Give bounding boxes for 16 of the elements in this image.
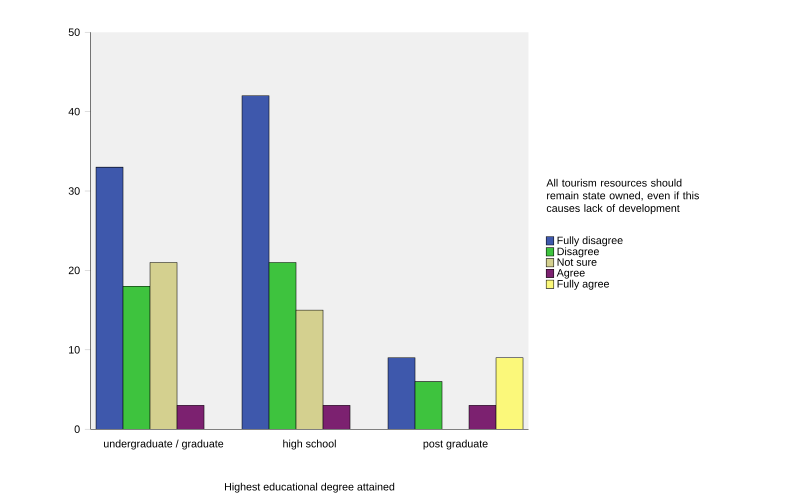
- legend-label: Disagree: [558, 247, 599, 258]
- legend-label: Agree: [556, 269, 585, 279]
- y-tick-label: 30: [68, 187, 80, 195]
- x-tick-label: high school: [283, 440, 336, 450]
- x-tick-label: post graduate: [424, 440, 488, 450]
- x-axis-title: Highest educational degree attained: [225, 482, 394, 493]
- y-tick-label: 20: [68, 266, 80, 274]
- y-tick-label: 0: [74, 425, 80, 433]
- y-tick-label: 50: [68, 28, 80, 36]
- x-tick-label: undergraduate / graduate: [104, 440, 224, 450]
- legend-label: Fully agree: [558, 280, 609, 290]
- legend-title: All tourism resources should remain state owned, even if this causes lack of development: [546, 178, 699, 214]
- y-tick-label: 10: [69, 346, 80, 354]
- y-tick-label: 40: [68, 108, 80, 116]
- legend-label: Not sure: [558, 258, 597, 266]
- legend-label: Fully disagree: [558, 236, 623, 246]
